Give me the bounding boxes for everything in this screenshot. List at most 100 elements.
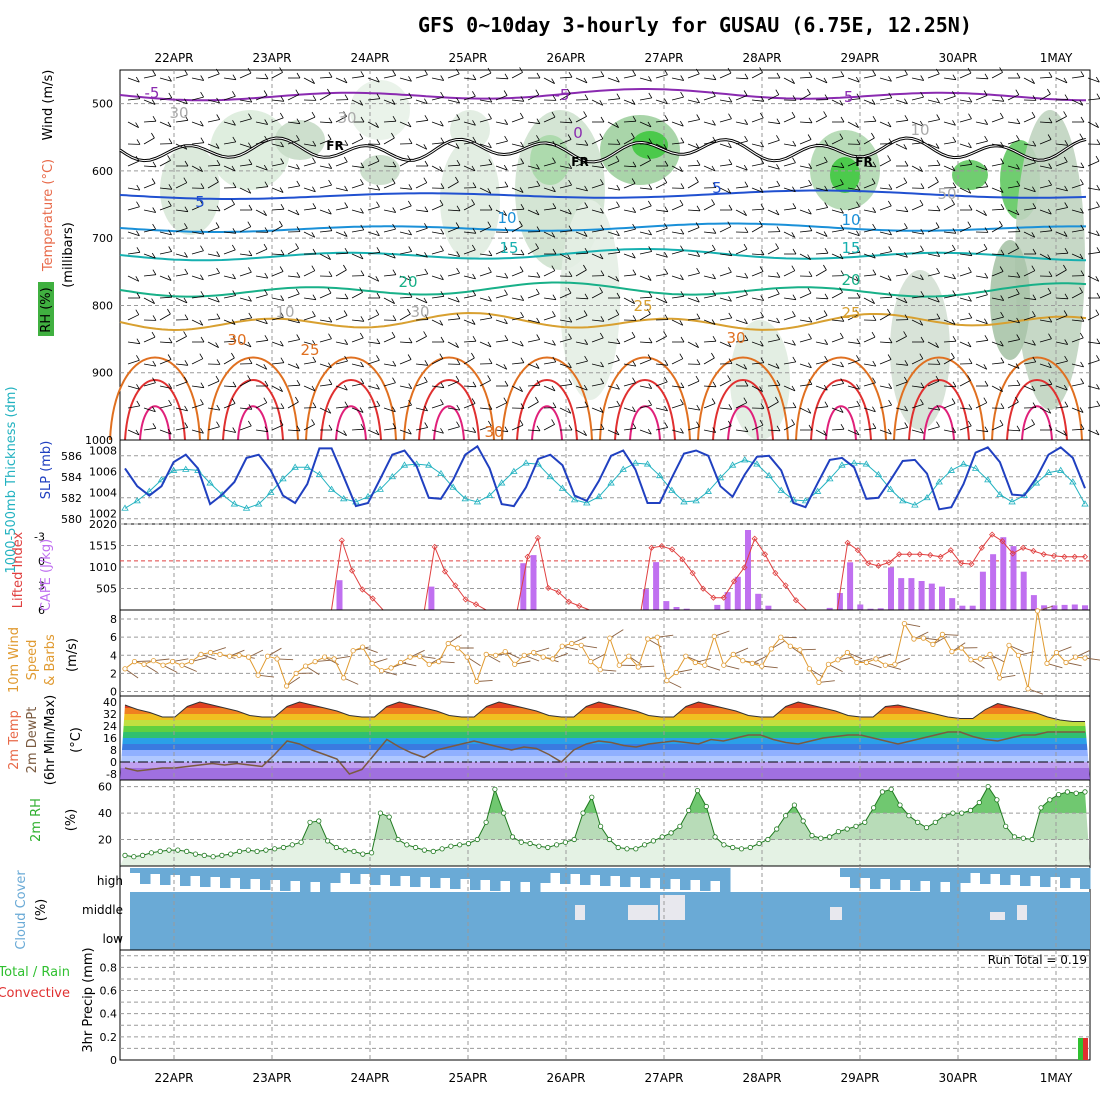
wind-barb-flag [887, 275, 892, 281]
wind-barb-flag [1096, 338, 1100, 344]
wind-barb-flag [376, 355, 380, 361]
wind-barb [959, 118, 972, 123]
wind-barb [751, 163, 764, 167]
cloud-high-bar [840, 868, 851, 877]
wind-barb-flag [695, 342, 699, 348]
wind-barb-flag [455, 342, 459, 348]
wind-barb [207, 341, 219, 348]
wind10m-barb [904, 623, 921, 628]
wind-barb-flag [712, 228, 717, 234]
wind-barb-flag [488, 204, 493, 211]
wind-barb [175, 427, 188, 431]
wind-barb [287, 94, 299, 101]
wind-barb-flag [519, 340, 524, 347]
wind-barb-flag [279, 386, 283, 392]
wind-barb-flag [183, 177, 188, 183]
wind-barb-flag [279, 220, 283, 227]
wind-barb-flag [152, 115, 157, 122]
wind-barb-flag [1016, 72, 1021, 79]
wind10m-speed-line-point [455, 645, 461, 651]
wind-barb-flag [408, 246, 413, 252]
rh2m-tick-label: 20 [98, 834, 112, 847]
wind-barb [335, 297, 349, 300]
wind-barb-flag [1063, 430, 1067, 436]
wind-barb [799, 76, 813, 79]
contour-40-loop [825, 405, 857, 441]
wind-barb-flag [679, 120, 684, 127]
wind-barb [623, 137, 635, 145]
wind10m-speed-line-point [920, 635, 927, 641]
wind-barb [143, 209, 156, 213]
wind-barb-flag [696, 421, 700, 427]
wind-barb-flag [872, 223, 876, 230]
wind-barb-flag [760, 141, 764, 148]
contour-35-loop [614, 379, 676, 441]
wind-barb-flag [488, 312, 493, 319]
wind-barb-flag [760, 249, 765, 256]
wind-barb-flag [791, 78, 795, 84]
wind-barb-flag [792, 340, 796, 346]
wind10m-barb [856, 658, 873, 663]
wind-barb-flag [855, 309, 860, 315]
wind-barb-flag [1096, 247, 1100, 253]
wind-barb [335, 161, 348, 167]
contour-30-loop [109, 356, 201, 441]
lifted-index-point [679, 556, 686, 563]
wind-barb-flag [231, 319, 236, 325]
cloud-high-bar [1030, 868, 1041, 876]
wind-barb-flag [807, 287, 812, 294]
wind-barb [863, 209, 876, 213]
wind-barb [671, 319, 683, 326]
rh2m-line-point [730, 844, 736, 851]
wind-barb-flag [455, 176, 459, 183]
wind-barb-flag [423, 144, 428, 150]
wind-barb [767, 185, 780, 189]
precip-tick-label: 0.8 [100, 961, 118, 974]
wind-barb [815, 77, 828, 84]
wind10m-barb [533, 647, 550, 653]
wind10m-speed-line-point [1072, 654, 1079, 660]
wind-barb [191, 96, 204, 101]
wind-barb-flag [232, 182, 237, 188]
wind-barb [975, 165, 988, 171]
wind-barb-flag [952, 74, 957, 80]
wind-barb-flag [887, 428, 892, 435]
date-label-bottom: 28APR [742, 1071, 781, 1085]
wind-barb-flag [1080, 378, 1085, 384]
wind-barb [415, 227, 428, 233]
wind-barb [975, 248, 988, 255]
wind-barb [959, 187, 971, 194]
wind-barb [991, 362, 1004, 365]
wind-barb [847, 359, 860, 365]
wind-barb [527, 384, 541, 387]
wind-barb [463, 77, 476, 81]
wind10m-speed-line-point [873, 656, 879, 662]
wind-barb-flag [376, 247, 381, 253]
wind-barb [815, 297, 829, 300]
wind-barb [783, 270, 795, 277]
wind-barb-flag [727, 375, 731, 381]
cloud-high-bar [510, 868, 521, 892]
wind-barb-flag [952, 228, 957, 234]
wind-barb-flag [1080, 224, 1085, 231]
wind10m-speed-line-point [236, 652, 242, 658]
wind-barb-flag [712, 290, 717, 296]
rh2m-line-point [835, 828, 842, 835]
contour-label: -5 [145, 84, 160, 102]
wind-barb-flag [424, 115, 429, 121]
date-label-bottom: 22APR [154, 1071, 193, 1085]
wind-barb [719, 143, 732, 149]
wind-barb-flag [151, 298, 155, 304]
run-total-label: Run Total = 0.19 [988, 953, 1087, 967]
wind-barb-flag [535, 243, 539, 249]
temp-band [120, 756, 1090, 762]
wind-barb-flag [664, 314, 669, 320]
wind-barb-flag [152, 223, 156, 230]
wind10m-barb [609, 629, 624, 639]
wind-barb-flag [791, 385, 796, 392]
wind-barb-flag [935, 143, 940, 149]
contour-label: 30 [410, 303, 429, 321]
wind-barb-flag [808, 225, 813, 231]
wind-barb [767, 275, 780, 278]
